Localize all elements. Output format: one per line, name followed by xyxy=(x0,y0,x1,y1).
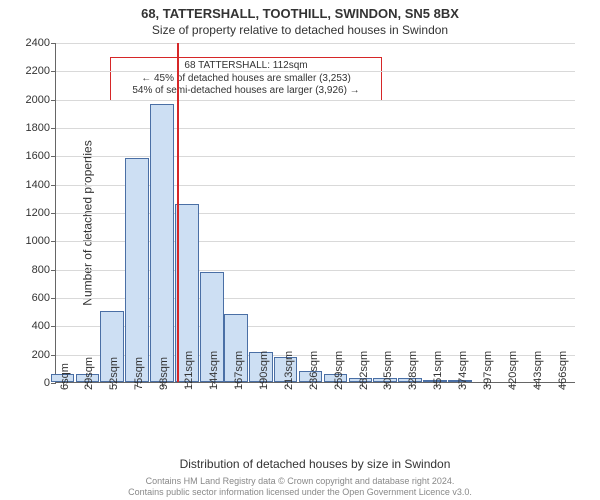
y-tick-label: 1400 xyxy=(26,179,56,191)
histogram-bar xyxy=(125,158,149,382)
y-tick-label: 600 xyxy=(32,292,56,304)
x-tick-label: 328sqm xyxy=(407,351,419,390)
property-marker-line xyxy=(177,43,179,382)
y-tick-label: 2400 xyxy=(26,37,56,49)
x-tick-label: 121sqm xyxy=(183,351,195,390)
x-tick-label: 282sqm xyxy=(358,351,370,390)
x-tick-label: 144sqm xyxy=(208,351,220,390)
histogram-bar xyxy=(150,104,174,382)
plot-area: 68 TATTERSHALL: 112sqm← 45% of detached … xyxy=(55,43,575,383)
x-tick-label: 466sqm xyxy=(557,351,569,390)
gridline xyxy=(56,43,575,44)
x-tick-label: 75sqm xyxy=(133,357,145,390)
gridline xyxy=(56,156,575,157)
x-tick-label: 443sqm xyxy=(532,351,544,390)
x-tick-label: 213sqm xyxy=(283,351,295,390)
histogram-chart: Number of detached properties 68 TATTERS… xyxy=(55,43,575,403)
x-tick-label: 259sqm xyxy=(333,351,345,390)
x-tick-label: 420sqm xyxy=(507,351,519,390)
x-tick-label: 98sqm xyxy=(158,357,170,390)
y-tick-label: 1800 xyxy=(26,122,56,134)
x-tick-label: 397sqm xyxy=(482,351,494,390)
gridline xyxy=(56,71,575,72)
x-tick-label: 29sqm xyxy=(83,357,95,390)
x-axis-label: Distribution of detached houses by size … xyxy=(55,457,575,471)
y-tick-label: 1600 xyxy=(26,150,56,162)
y-tick-label: 1000 xyxy=(26,235,56,247)
x-tick-label: 374sqm xyxy=(457,351,469,390)
annotation-line: 54% of semi-detached houses are larger (… xyxy=(117,85,375,98)
footer-line-2: Contains public sector information licen… xyxy=(0,487,600,498)
y-tick-label: 200 xyxy=(32,349,56,361)
y-tick-label: 1200 xyxy=(26,207,56,219)
x-tick-label: 190sqm xyxy=(258,351,270,390)
footer-attribution: Contains HM Land Registry data © Crown c… xyxy=(0,476,600,498)
page-subtitle: Size of property relative to detached ho… xyxy=(0,23,600,37)
annotation-box: 68 TATTERSHALL: 112sqm← 45% of detached … xyxy=(110,57,382,101)
x-tick-label: 52sqm xyxy=(108,357,120,390)
page-title: 68, TATTERSHALL, TOOTHILL, SWINDON, SN5 … xyxy=(0,6,600,21)
y-tick-label: 2000 xyxy=(26,94,56,106)
gridline xyxy=(56,128,575,129)
gridline xyxy=(56,100,575,101)
x-tick-label: 236sqm xyxy=(308,351,320,390)
x-tick-label: 305sqm xyxy=(382,351,394,390)
x-tick-label: 6sqm xyxy=(59,363,71,390)
footer-line-1: Contains HM Land Registry data © Crown c… xyxy=(0,476,600,487)
x-tick-label: 351sqm xyxy=(432,351,444,390)
y-tick-label: 2200 xyxy=(26,65,56,77)
annotation-line: ← 45% of detached houses are smaller (3,… xyxy=(117,73,375,86)
x-tick-label: 167sqm xyxy=(233,351,245,390)
y-tick-label: 400 xyxy=(32,320,56,332)
y-tick-label: 800 xyxy=(32,264,56,276)
